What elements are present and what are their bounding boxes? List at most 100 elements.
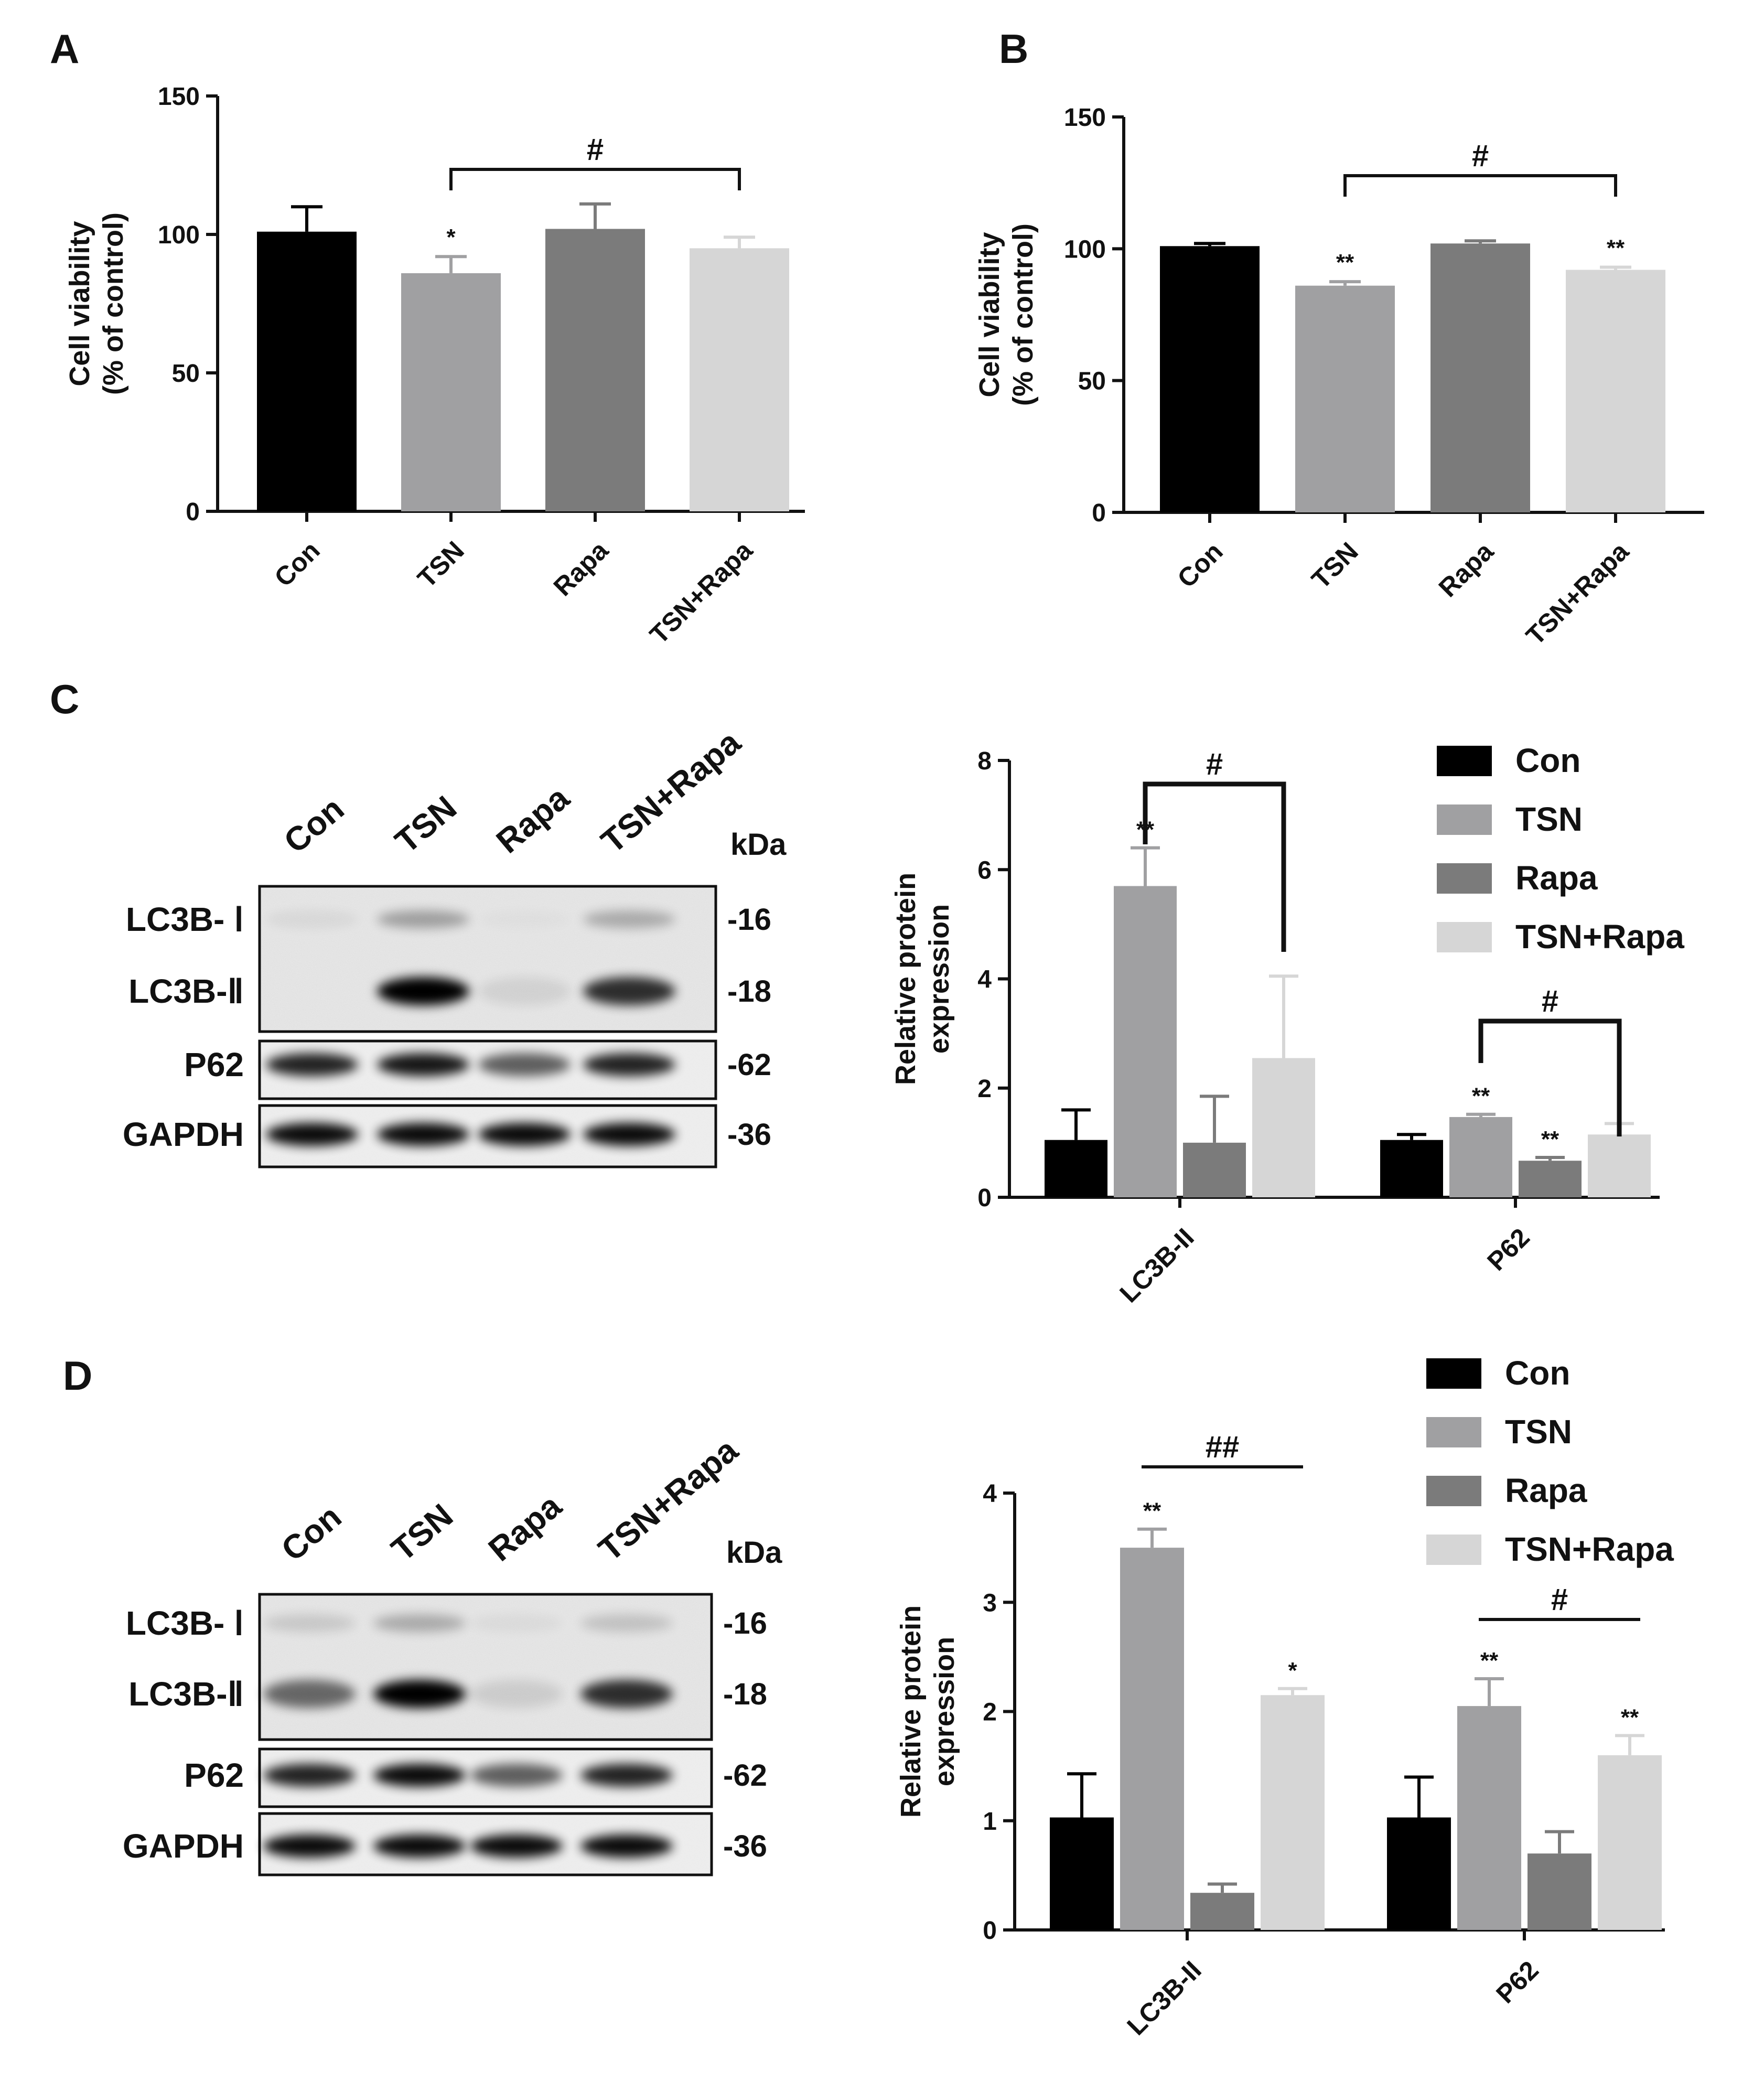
blot-d-kda-marker: -62 xyxy=(723,1758,767,1793)
chart-a-y-tick-label: 0 xyxy=(186,498,200,526)
chart-a-bracket xyxy=(449,168,741,190)
chart-c-x-tick-label: LC3B-II xyxy=(1114,1222,1199,1308)
blot-d-row-label: LC3B-Ⅱ xyxy=(128,1675,244,1713)
blot-c-lane-label: Con xyxy=(277,790,351,861)
chart-d-legend-swatch xyxy=(1426,1358,1481,1389)
chart-c-bracket xyxy=(1143,781,1286,952)
chart-b-bar-con xyxy=(1160,246,1260,512)
blot-c-band-p62 xyxy=(583,1053,675,1076)
chart-a-y-tick-label: 50 xyxy=(172,360,200,388)
chart-c-y-axis-title-line: expression xyxy=(923,904,955,1054)
chart-d-sig-mark: ** xyxy=(1143,1498,1161,1524)
chart-b-x-tick-label: TSN xyxy=(1306,537,1363,594)
chart-c-legend-swatch xyxy=(1437,863,1492,894)
chart-d-bracket-label: ## xyxy=(1206,1430,1240,1464)
chart-c-bar-tsn-rapa xyxy=(1252,1058,1315,1197)
blot-d-kda-marker: -18 xyxy=(723,1677,767,1711)
blot-c-row-label: LC3B- Ⅰ xyxy=(126,900,244,938)
blot-d-band-lc3b_2 xyxy=(373,1680,466,1708)
chart-c-y-tick-label: 6 xyxy=(977,856,992,884)
blot-d-membrane xyxy=(258,1747,713,1808)
blot-c-kda-marker: -62 xyxy=(727,1048,771,1082)
blot-c-band-gapdh xyxy=(478,1123,571,1146)
blot-d-band-lc3b_2 xyxy=(580,1680,673,1708)
chart-d-legend-label: TSN+Rapa xyxy=(1505,1530,1674,1568)
blot-c-band-lc3b_1 xyxy=(266,910,358,928)
chart-c-bar-rapa xyxy=(1519,1161,1582,1197)
chart-d-y-tick-label: 3 xyxy=(983,1589,997,1617)
chart-a-y-tick-label: 100 xyxy=(158,221,200,249)
blot-c-band-lc3b_1 xyxy=(478,910,571,928)
chart-c-legend-label: Con xyxy=(1515,742,1580,779)
chart-d-y-axis-title: Relative proteinexpression xyxy=(895,1605,960,1818)
blot-d-kda-marker: -16 xyxy=(723,1606,767,1640)
chart-a-x-tick-label: TSN xyxy=(412,535,469,593)
chart-c-y-tick-label: 0 xyxy=(977,1184,992,1212)
chart-a-x-tick-label: Rapa xyxy=(548,535,615,602)
blot-c-row-label: GAPDH xyxy=(123,1115,244,1153)
chart-d-bracket-label: # xyxy=(1551,1583,1568,1617)
blot-c-band-p62 xyxy=(377,1053,469,1076)
chart-d-y-tick-label: 1 xyxy=(983,1808,997,1836)
blot-c-kda-marker: -36 xyxy=(727,1118,771,1152)
chart-d-x-tick-label: LC3B-II xyxy=(1121,1955,1207,2041)
blot-d-band-p62 xyxy=(470,1764,563,1787)
chart-b-x-tick-label: Rapa xyxy=(1433,536,1500,603)
chart-d-bar-tsn-rapa xyxy=(1261,1695,1325,1930)
chart-a-bar-tsn xyxy=(401,273,501,511)
chart-d-bar-con xyxy=(1050,1817,1114,1930)
chart-b-y-axis-title-line: Cell viability xyxy=(974,232,1005,397)
chart-a-chart: 0 50 100 150 Cell viability(% of control) Con… xyxy=(64,83,805,650)
chart-d-y-tick-label: 2 xyxy=(983,1699,997,1726)
blot-d-band-lc3b_1 xyxy=(263,1614,356,1632)
blot-d-band-p62 xyxy=(263,1764,356,1787)
chart-a-y-tick-label: 150 xyxy=(158,83,200,111)
panel-letter-a: A xyxy=(50,26,79,72)
chart-b-y-tick-label: 100 xyxy=(1064,235,1106,263)
blot-d-band-lc3b_1 xyxy=(580,1614,673,1632)
chart-b-bar-rapa xyxy=(1430,243,1530,512)
chart-b-y-tick-label: 150 xyxy=(1064,104,1106,132)
chart-c-legend-swatch xyxy=(1437,922,1492,952)
chart-b-x-tick-label: TSN+Rapa xyxy=(1520,536,1634,650)
chart-a-bar-con xyxy=(257,231,357,512)
chart-d-sig-mark: ** xyxy=(1480,1648,1499,1673)
chart-a-y-axis-title-line: Cell viability xyxy=(64,221,95,386)
blot-c-row-label: LC3B-Ⅱ xyxy=(128,972,244,1010)
blot-d-band-p62 xyxy=(580,1764,673,1787)
blot-d-band-lc3b_2 xyxy=(263,1680,356,1708)
blot-c-membrane xyxy=(258,1104,717,1168)
chart-a-bracket-label: # xyxy=(587,133,604,167)
blot-c-lane-label: TSN xyxy=(388,788,464,860)
chart-d-legend-label: Rapa xyxy=(1505,1472,1587,1509)
chart-b-bar-tsn-rapa xyxy=(1566,270,1665,512)
blot-c-band-lc3b_1 xyxy=(377,910,469,928)
blot-d-lane-label: TSN xyxy=(384,1496,460,1568)
blot-d-membrane xyxy=(258,1593,713,1741)
chart-d-sig-mark: ** xyxy=(1621,1704,1639,1730)
chart-b-chart: 0 50 100 150 Cell viability(% of control) Con… xyxy=(974,104,1704,651)
chart-b-bar-tsn xyxy=(1295,285,1395,512)
blot-d-band-gapdh xyxy=(263,1834,356,1858)
chart-c-bar-con xyxy=(1045,1140,1107,1197)
chart-c-x-tick-label: P62 xyxy=(1481,1222,1535,1276)
chart-c-sig-mark: ** xyxy=(1541,1127,1559,1152)
blot-d-lane-label: TSN+Rapa xyxy=(591,1431,745,1568)
chart-c-y-axis-title: Relative proteinexpression xyxy=(890,873,955,1085)
chart-b-sig-mark: ** xyxy=(1336,250,1354,275)
chart-c-bar-rapa xyxy=(1183,1142,1246,1197)
chart-c-bar-con xyxy=(1380,1140,1443,1197)
chart-d-x-tick-label: P62 xyxy=(1490,1955,1544,2009)
chart-c-sig-mark: ** xyxy=(1472,1083,1490,1109)
chart-a-x-tick-label: TSN+Rapa xyxy=(644,535,758,649)
blot-c-lane-label: Rapa xyxy=(489,779,576,861)
blot-d-row-label: LC3B- Ⅰ xyxy=(126,1604,244,1642)
chart-c-legend-swatch xyxy=(1437,746,1492,776)
chart-c-bracket-label: # xyxy=(1542,984,1558,1018)
chart-c-legend-label: TSN+Rapa xyxy=(1515,918,1684,956)
chart-c-bar-tsn-rapa xyxy=(1588,1134,1651,1197)
